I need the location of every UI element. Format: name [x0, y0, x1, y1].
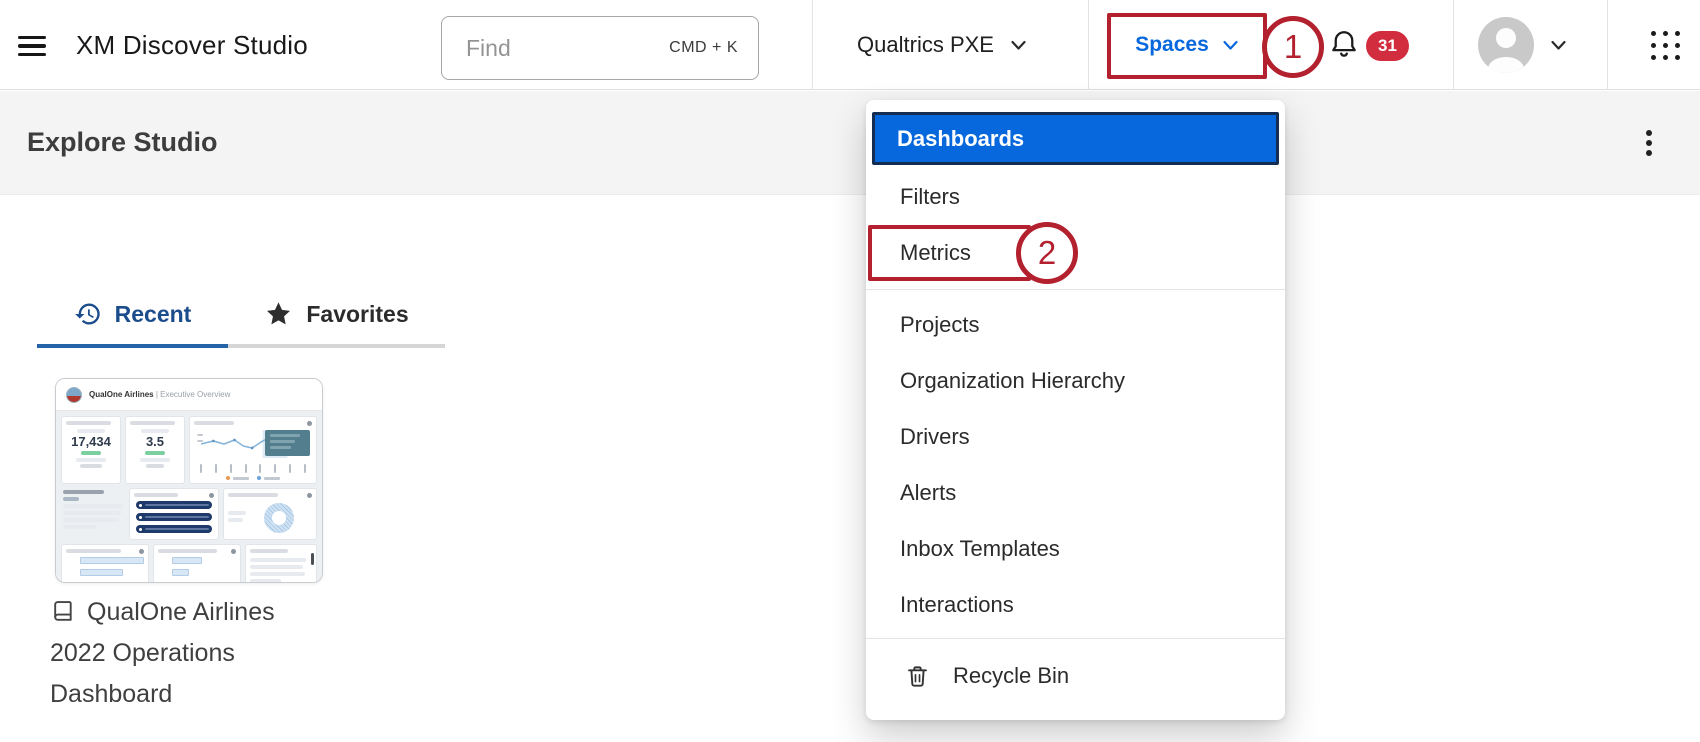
menu-item-inbox-templates[interactable]: Inbox Templates: [900, 536, 1060, 561]
bell-icon: [1332, 30, 1356, 57]
thumbnail-title: QualOne Airlines | Executive Overview: [89, 390, 231, 399]
menu-item-drivers[interactable]: Drivers: [900, 424, 970, 449]
menu-item-recycle-bin-label: Recycle Bin: [953, 663, 1070, 688]
menu-divider: [866, 638, 1285, 639]
content-tabs: Recent Favorites: [37, 284, 445, 348]
search-input[interactable]: [466, 34, 670, 62]
avatar: [1478, 17, 1534, 73]
chevron-down-icon: [1551, 40, 1566, 50]
metric-delta-up: [145, 451, 165, 455]
tab-favorites[interactable]: Favorites: [228, 284, 445, 348]
dashboard-card-title[interactable]: QualOne Airlines 2022 Operations Dashboa…: [50, 592, 314, 715]
spaces-dropdown-menu: Dashboards Filters Metrics Projects Orga…: [866, 100, 1285, 720]
dashboard-book-icon: [54, 601, 72, 621]
thumbnail-body: 17,434 3.5: [56, 411, 322, 582]
app-title: XM Discover Studio: [76, 30, 308, 60]
workspace-selector[interactable]: Qualtrics PXE: [822, 0, 1062, 90]
tab-recent-label: Recent: [114, 300, 192, 327]
trash-icon: [908, 665, 927, 687]
donut-chart: [264, 503, 294, 533]
thumbnail-feedback-widget: [245, 544, 317, 582]
thumbnail-bar-chart-widget: [61, 544, 149, 582]
thumbnail-metric-widget: 3.5: [125, 416, 185, 484]
airline-logo: [66, 386, 82, 403]
menu-item-metrics[interactable]: Metrics: [900, 240, 971, 265]
thumbnail-metric-widget: 17,434: [61, 416, 121, 484]
menu-item-projects[interactable]: Projects: [900, 312, 980, 337]
menu-item-dashboards[interactable]: Dashboards: [872, 112, 1279, 165]
thumbnail-donut-widget: [223, 488, 317, 540]
chevron-down-icon: [1011, 40, 1026, 50]
header-divider: [1453, 0, 1454, 90]
mini-line-chart: [194, 428, 312, 462]
search-shortcut-hint: CMD + K: [669, 39, 738, 56]
page-options-kebab-icon[interactable]: [1634, 121, 1664, 165]
star-icon: [267, 301, 291, 324]
thumbnail-text-block: [61, 488, 125, 540]
notifications-bell-icon[interactable]: [1322, 23, 1366, 67]
menu-item-organization-hierarchy[interactable]: Organization Hierarchy: [900, 368, 1125, 393]
menu-item-interactions[interactable]: Interactions: [900, 592, 1014, 617]
workspace-label: Qualtrics PXE: [857, 32, 994, 57]
notification-count-badge[interactable]: 31: [1366, 31, 1409, 61]
tab-recent[interactable]: Recent: [37, 284, 228, 348]
menu-divider: [866, 289, 1285, 290]
apps-grid-icon[interactable]: [1642, 22, 1688, 68]
metric-delta-up: [81, 451, 101, 455]
chart-annotation-box: [265, 430, 310, 456]
metric-value: 17,434: [71, 434, 111, 449]
menu-item-alerts[interactable]: Alerts: [900, 480, 957, 505]
menu-item-filters[interactable]: Filters: [900, 184, 960, 209]
thumbnail-line-chart-widget: [189, 416, 317, 484]
dashboard-card-title-text: QualOne Airlines 2022 Operations Dashboa…: [50, 598, 275, 708]
account-menu[interactable]: [1478, 17, 1584, 73]
thumbnail-buttons-widget: [129, 488, 219, 540]
tab-favorites-label: Favorites: [306, 300, 409, 327]
hamburger-menu-icon[interactable]: [10, 24, 54, 68]
page-title: Explore Studio: [27, 127, 218, 157]
spaces-menu-button[interactable]: Spaces: [1107, 0, 1267, 90]
header-divider: [1088, 0, 1089, 90]
dashboard-thumbnail-card[interactable]: QualOne Airlines | Executive Overview 17…: [55, 378, 323, 583]
thumbnail-bar-chart-widget: [153, 544, 241, 582]
history-clock-icon: [74, 303, 100, 325]
top-bar: XM Discover Studio CMD + K Qualtrics PXE…: [0, 0, 1700, 90]
page-header-band: Explore Studio: [0, 91, 1700, 195]
header-divider: [812, 0, 813, 90]
metric-value: 3.5: [145, 434, 165, 449]
search-box[interactable]: CMD + K: [441, 16, 759, 80]
menu-item-recycle-bin[interactable]: Recycle Bin: [866, 645, 1285, 707]
chevron-down-icon: [1223, 40, 1238, 50]
spaces-label: Spaces: [1135, 33, 1209, 56]
thumbnail-header: QualOne Airlines | Executive Overview: [56, 379, 322, 411]
header-divider: [1607, 0, 1608, 90]
